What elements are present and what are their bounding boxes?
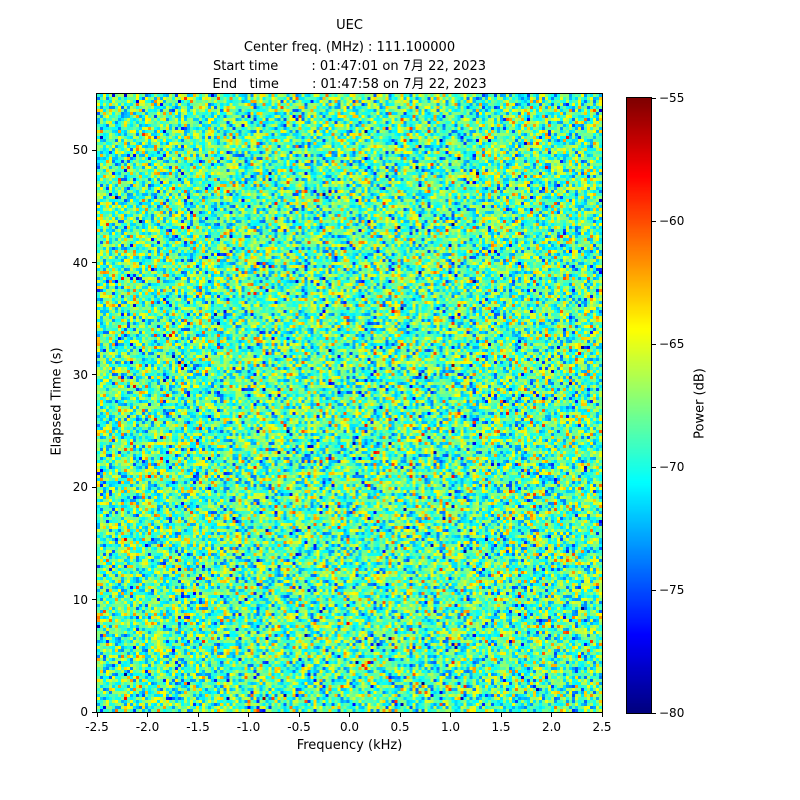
y-tick-label: 30: [72, 367, 88, 382]
chart-title: UEC: [336, 18, 363, 33]
x-tick-mark: [601, 713, 603, 717]
y-tick-label: 50: [72, 143, 88, 158]
y-tick-label: 40: [72, 255, 88, 270]
colorbar-gradient: [627, 98, 651, 713]
y-tick-mark: [92, 486, 96, 488]
colorbar-tick-label: −75: [659, 583, 685, 597]
colorbar-tick-label: −80: [659, 706, 685, 720]
y-tick-mark: [92, 262, 96, 264]
x-tick-label: 0.0: [339, 720, 360, 734]
y-tick-mark: [92, 599, 96, 601]
x-tick-mark: [298, 713, 300, 717]
colorbar-tick-mark: [652, 466, 656, 468]
colorbar-tick-label: −60: [659, 214, 685, 228]
colorbar-tick-mark: [652, 97, 656, 99]
spectrogram-heatmap: [97, 94, 602, 712]
x-tick-mark: [349, 713, 350, 717]
colorbar-label: Power (dB): [692, 368, 708, 439]
end-time-line: End time : 01:47:58 on 7月 22, 2023: [212, 77, 487, 92]
x-tick-mark: [500, 713, 502, 717]
y-tick-mark: [92, 374, 96, 376]
x-tick-mark: [197, 713, 199, 717]
y-tick-label: 20: [72, 480, 88, 495]
x-tick-label: -1.0: [236, 720, 261, 734]
x-tick-label: -2.0: [135, 720, 160, 734]
x-tick-mark: [248, 713, 249, 717]
colorbar-tick-label: −55: [659, 91, 685, 105]
plot-area: [96, 93, 603, 713]
x-tick-mark: [147, 713, 148, 717]
y-tick-label: 10: [72, 592, 88, 607]
x-tick-label: 2.0: [541, 720, 562, 734]
x-tick-mark: [450, 713, 451, 717]
y-tick-label: 0: [80, 705, 88, 719]
x-tick-label: 2.5: [592, 720, 612, 734]
start-time-line: Start time : 01:47:01 on 7月 22, 2023: [213, 59, 486, 74]
x-tick-mark: [399, 713, 401, 717]
center-freq-line: Center freq. (MHz) : 111.100000: [243, 40, 456, 55]
colorbar-tick-label: −70: [659, 460, 685, 474]
x-tick-label: 1.5: [491, 720, 511, 734]
colorbar-tick-mark: [652, 589, 656, 591]
x-tick-label: -1.5: [186, 720, 210, 734]
colorbar-tick-mark: [652, 343, 656, 345]
y-tick-mark: [92, 711, 96, 713]
x-tick-mark: [96, 713, 98, 717]
y-tick-mark: [92, 149, 96, 151]
x-tick-label: 1.0: [440, 720, 461, 734]
x-tick-label: -0.5: [287, 720, 311, 734]
colorbar: [626, 97, 652, 714]
x-axis-label: Frequency (kHz): [296, 738, 403, 753]
y-axis-label: Elapsed Time (s): [49, 347, 65, 456]
colorbar-tick-mark: [652, 712, 656, 714]
colorbar-tick-label: −65: [659, 337, 685, 351]
x-tick-label: -2.5: [85, 720, 109, 734]
x-tick-label: 0.5: [390, 720, 410, 734]
colorbar-tick-mark: [652, 220, 656, 222]
x-tick-mark: [551, 713, 552, 717]
